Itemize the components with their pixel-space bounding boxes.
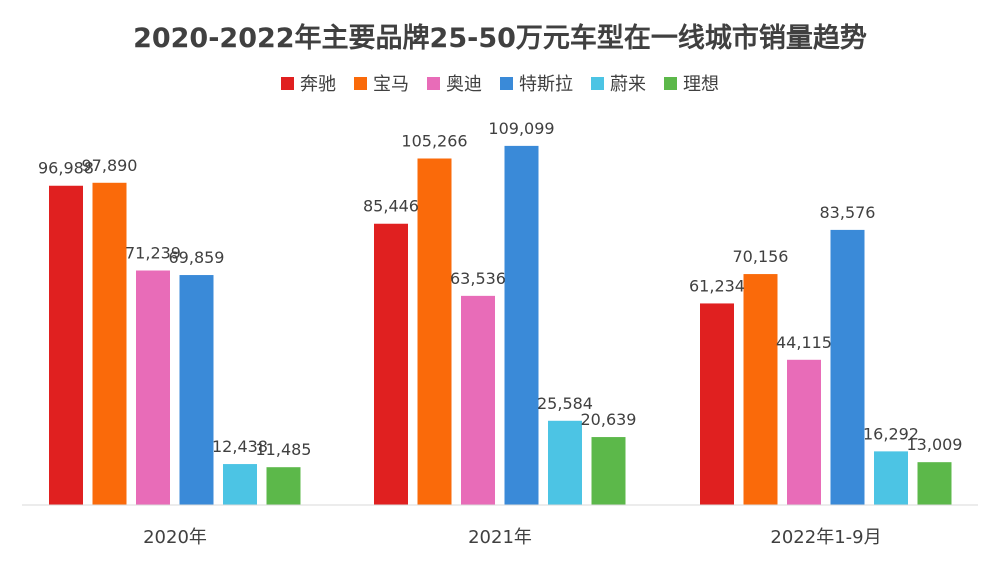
legend-item: 奔驰 (281, 74, 336, 95)
category-label: 2021年 (468, 527, 532, 548)
bar-value-label: 83,576 (820, 203, 876, 222)
legend-swatch (354, 77, 367, 90)
bar-1-2 (743, 274, 778, 505)
legend-swatch (664, 77, 677, 90)
legend-item: 特斯拉 (500, 74, 573, 95)
bar-2-2 (787, 359, 821, 505)
bar-0-2 (700, 303, 734, 505)
legend-item: 奥迪 (427, 74, 482, 95)
category-labels: 2020年 2021年 2022年1-9月 (143, 527, 882, 548)
category-label: 2022年1-9月 (770, 527, 881, 548)
bar-3-2 (830, 229, 865, 505)
bar-5-2 (917, 462, 952, 505)
value-labels: 96,988 85,446 61,234 97,890 105,266 70,156 71,… (38, 119, 962, 459)
legend-item: 宝马 (354, 74, 409, 95)
bar-2-1 (461, 295, 495, 505)
bar-1-0 (92, 182, 127, 505)
bar-5-0 (266, 467, 301, 505)
bar-2-0 (136, 270, 170, 505)
bar-3-0 (179, 275, 214, 505)
bar-value-label: 109,099 (488, 119, 554, 138)
bar-value-label: 63,536 (450, 269, 506, 288)
legend-swatch (500, 77, 513, 90)
bar-4-0 (223, 464, 257, 505)
bars (49, 145, 952, 506)
bar-4-2 (874, 451, 908, 505)
bar-value-label: 61,234 (689, 276, 745, 295)
bar-value-label: 20,639 (581, 410, 637, 429)
legend: 奔驰 宝马 奥迪 特斯拉 蔚来 理想 (281, 74, 719, 95)
bar-value-label: 71,239 (125, 244, 181, 263)
legend-swatch (427, 77, 440, 90)
bar-value-label: 70,156 (733, 247, 789, 266)
bar-value-label: 96,988 (38, 159, 94, 178)
bar-value-label: 12,438 (212, 437, 268, 456)
chart-title: 2020-2022年主要品牌25-50万元车型在一线城市销量趋势 (133, 22, 867, 54)
bar-1-1 (417, 158, 452, 505)
legend-label: 奥迪 (446, 74, 482, 95)
bar-value-label: 69,859 (169, 248, 225, 267)
bar-value-label: 97,890 (82, 156, 138, 175)
bar-0-1 (374, 223, 408, 506)
legend-label: 宝马 (373, 74, 409, 95)
bar-value-label: 13,009 (907, 435, 963, 454)
category-label: 2020年 (143, 527, 207, 548)
bar-4-1 (548, 420, 582, 505)
legend-item: 理想 (664, 74, 719, 95)
bar-5-1 (591, 437, 626, 505)
legend-label: 奔驰 (300, 74, 336, 95)
bar-value-label: 105,266 (401, 131, 467, 150)
bar-value-label: 25,584 (537, 394, 593, 413)
legend-label: 理想 (683, 74, 719, 95)
legend-swatch (281, 77, 294, 90)
legend-swatch (591, 77, 604, 90)
bar-value-label: 11,485 (256, 440, 312, 459)
legend-label: 特斯拉 (519, 74, 573, 95)
bar-value-label: 44,115 (776, 333, 832, 352)
bar-value-label: 16,292 (863, 424, 919, 443)
legend-item: 蔚来 (591, 74, 646, 95)
bar-value-label: 85,446 (363, 197, 419, 216)
bar-3-1 (504, 145, 539, 506)
bar-0-0 (49, 185, 83, 505)
legend-label: 蔚来 (610, 74, 646, 95)
